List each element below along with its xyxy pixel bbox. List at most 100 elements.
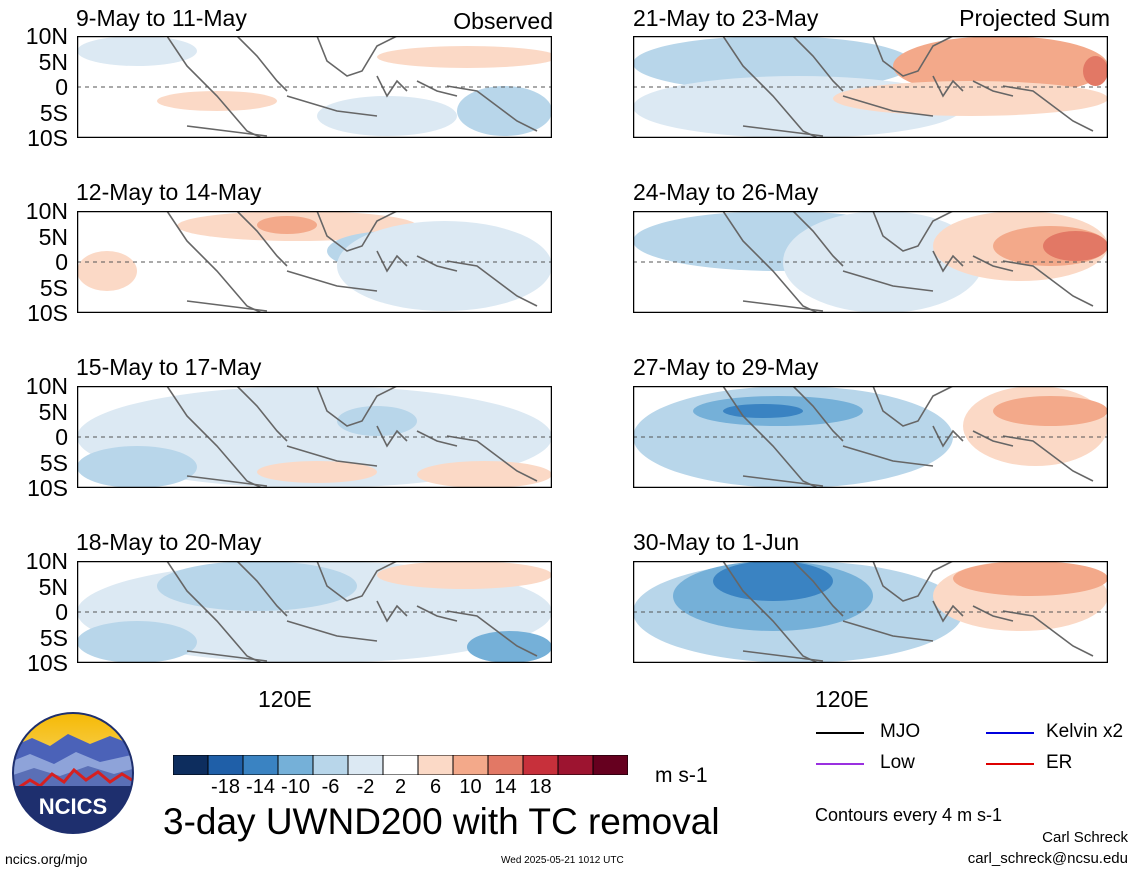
coastline [446,435,538,482]
map-frame [633,561,1108,663]
colorbar-tick-label: -18 [211,776,240,798]
coastline [236,561,288,617]
latitude-label: 5S [39,449,68,476]
wind-anomaly-region [77,621,197,663]
latitude-label: 5N [38,48,68,75]
main-title: 3-day UWND200 with TC removal [163,801,720,842]
coastline [446,610,538,657]
colorbar-tick-label: 18 [529,776,552,798]
latitude-label: 0 [55,424,68,450]
legend-label-kelvin: Kelvin x2 [1046,721,1124,742]
colorbar-segment [242,755,279,775]
coastline [186,300,268,312]
latitude-label: 10S [27,300,68,326]
wind-anomaly-region [257,461,377,483]
coastline [1002,260,1094,307]
legend-line-low [816,763,864,765]
coastline [186,475,268,487]
map-frame [77,386,552,488]
wind-anomaly-region [1083,56,1108,86]
colorbar-segment [557,755,594,775]
map-left-2 [77,211,552,313]
legend-line-er [986,763,1034,765]
longitude-label-left: 120E [258,686,312,712]
wind-anomaly-region [337,221,552,311]
colorbar-segment [487,755,524,775]
legend-label-er: ER [1046,752,1073,773]
panel-title: 24-May to 26-May [633,179,819,205]
latitude-label: 5N [38,223,68,250]
map-frame [77,36,552,138]
coastline [376,600,408,623]
panel-title: 27-May to 29-May [633,354,819,380]
panel-title: 9-May to 11-May [76,5,247,31]
coastline [792,561,844,617]
map-frame [77,561,552,663]
wind-anomaly-region [317,96,457,136]
latitude-label: 5S [39,99,68,126]
coastline [742,650,824,662]
map-right-1 [633,36,1108,138]
colorbar-tick-label: 14 [494,776,517,798]
contour-note: Contours every 4 m s-1 [815,805,1003,825]
colorbar-segment [277,755,314,775]
wind-anomaly-region [377,46,552,68]
panel-title: 21-May to 23-May [633,5,819,31]
colorbar [173,755,628,775]
colorbar-segment [382,755,419,775]
coastline [446,260,538,307]
colorbar-tick-label: -14 [246,776,275,798]
coastline [286,95,378,117]
latitude-label: 10S [27,650,68,676]
coastline [932,250,964,273]
wind-anomaly-region [713,561,833,601]
wind-anomaly-region [953,561,1108,596]
latitude-label: 0 [55,74,68,100]
panel-title: 12-May to 14-May [76,179,262,205]
coastline [742,125,824,137]
coastline [742,475,824,487]
coastline [932,425,964,448]
coastline [1002,610,1094,657]
coastline [872,561,954,602]
wind-anomaly-region [417,461,552,488]
colorbar-units: m s-1 [655,764,708,787]
legend-label-low: Low [880,752,915,773]
map-right-2 [633,211,1108,313]
map-left-1 [77,36,552,138]
wind-anomaly-region [723,404,803,418]
coastline [416,605,458,622]
wind-anomaly-region [157,91,277,111]
coastline [842,620,934,642]
coastline [932,75,964,98]
map-frame [77,211,552,313]
latitude-label: 10N [25,23,68,49]
map-right-3 [633,386,1108,488]
coastline [842,95,934,117]
latitude-label: 10S [27,125,68,151]
latitude-label: 10S [27,475,68,501]
coastline [316,386,398,427]
latitude-label: 10N [25,198,68,224]
coastline [792,211,844,267]
coastline [416,80,458,97]
latitude-label: 10N [25,373,68,399]
colorbar-segment [592,755,628,775]
coastline [316,211,398,252]
coastline [972,255,1014,272]
author-email[interactable]: carl_schreck@ncsu.edu [967,850,1128,867]
coastline [316,36,398,77]
map-right-4 [633,561,1108,663]
coastline [842,270,934,292]
panel-title: 30-May to 1-Jun [633,529,800,555]
coastline [376,425,408,448]
ncics-logo: NCICS [12,712,134,834]
wind-anomaly-region [377,561,552,589]
timestamp: Wed 2025-05-21 1012 UTC [501,855,624,866]
wind-anomaly-region [893,36,1108,96]
colorbar-segment [347,755,384,775]
coastline [792,386,844,442]
latitude-label: 0 [55,249,68,275]
site-link[interactable]: ncics.org/mjo [5,851,88,867]
coastline [236,386,288,442]
